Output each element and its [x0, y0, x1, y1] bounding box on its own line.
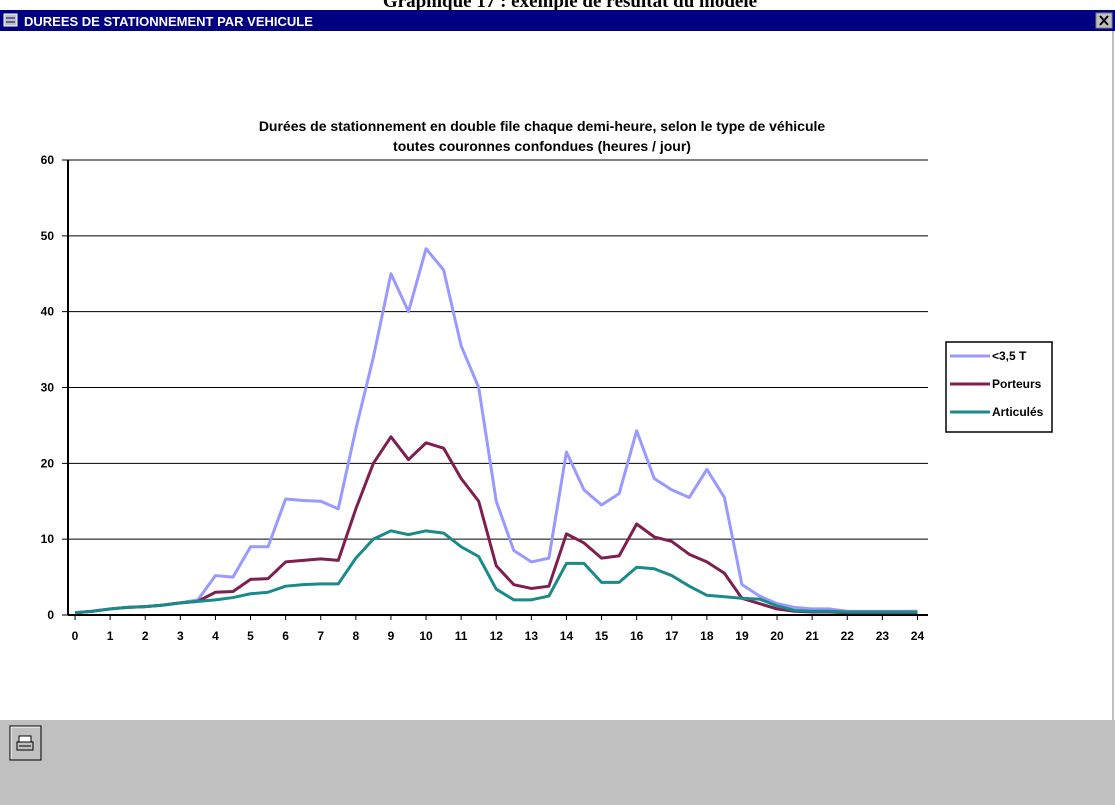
caption: Graphique 17 : exemple de résultat du mo… — [383, 0, 757, 12]
legend-label: Articulés — [992, 405, 1044, 419]
x-tick-label: 12 — [490, 629, 504, 643]
chart-subtitle: toutes couronnes confondues (heures / jo… — [393, 138, 691, 154]
y-tick-label: 40 — [41, 305, 55, 319]
printer-paper — [18, 735, 32, 743]
x-tick-label: 15 — [595, 629, 609, 643]
x-tick-label: 1 — [107, 629, 114, 643]
button-highlight — [10, 726, 40, 759]
x-tick-label: 9 — [388, 629, 395, 643]
close-icon — [1099, 15, 1109, 26]
window-title: DUREES DE STATIONNEMENT PAR VEHICULE — [24, 14, 313, 29]
x-tick-label: 0 — [72, 629, 79, 643]
x-tick-label: 22 — [841, 629, 855, 643]
x-tick-label: 8 — [352, 629, 359, 643]
window-icon — [3, 13, 18, 27]
x-tick-label: 24 — [911, 629, 925, 643]
y-tick-label: 0 — [47, 608, 54, 622]
x-tick-label: 2 — [142, 629, 149, 643]
x-tick-label: 4 — [212, 629, 219, 643]
series-line — [74, 529, 918, 615]
series-line — [74, 435, 918, 615]
legend-label: <3,5 T — [992, 349, 1027, 363]
y-tick-label: 30 — [41, 381, 55, 395]
footer — [0, 720, 1115, 805]
x-tick-label: 11 — [455, 629, 468, 643]
x-tick-label: 14 — [560, 629, 574, 643]
y-tick-label: 60 — [41, 153, 55, 167]
chart-title: Durées de stationnement en double file c… — [259, 118, 826, 134]
title-bar — [0, 10, 1115, 31]
x-tick-label: 18 — [700, 629, 714, 643]
x-tick-label: 7 — [317, 629, 324, 643]
x-tick-label: 10 — [419, 629, 433, 643]
x-tick-label: 23 — [876, 629, 890, 643]
legend-label: Porteurs — [992, 377, 1042, 391]
x-tick-label: 3 — [177, 629, 184, 643]
series-line — [74, 247, 918, 615]
x-tick-label: 13 — [525, 629, 539, 643]
x-tick-label: 5 — [247, 629, 254, 643]
y-tick-label: 20 — [41, 456, 55, 470]
x-tick-label: 19 — [735, 629, 749, 643]
x-tick-label: 21 — [805, 629, 819, 643]
x-tick-label: 6 — [282, 629, 289, 643]
y-tick-label: 50 — [41, 229, 55, 243]
x-tick-label: 17 — [665, 629, 679, 643]
x-tick-label: 20 — [770, 629, 784, 643]
x-tick-label: 16 — [630, 629, 644, 643]
chart: Durées de stationnement en double file c… — [41, 118, 1053, 643]
y-tick-label: 10 — [41, 532, 55, 546]
